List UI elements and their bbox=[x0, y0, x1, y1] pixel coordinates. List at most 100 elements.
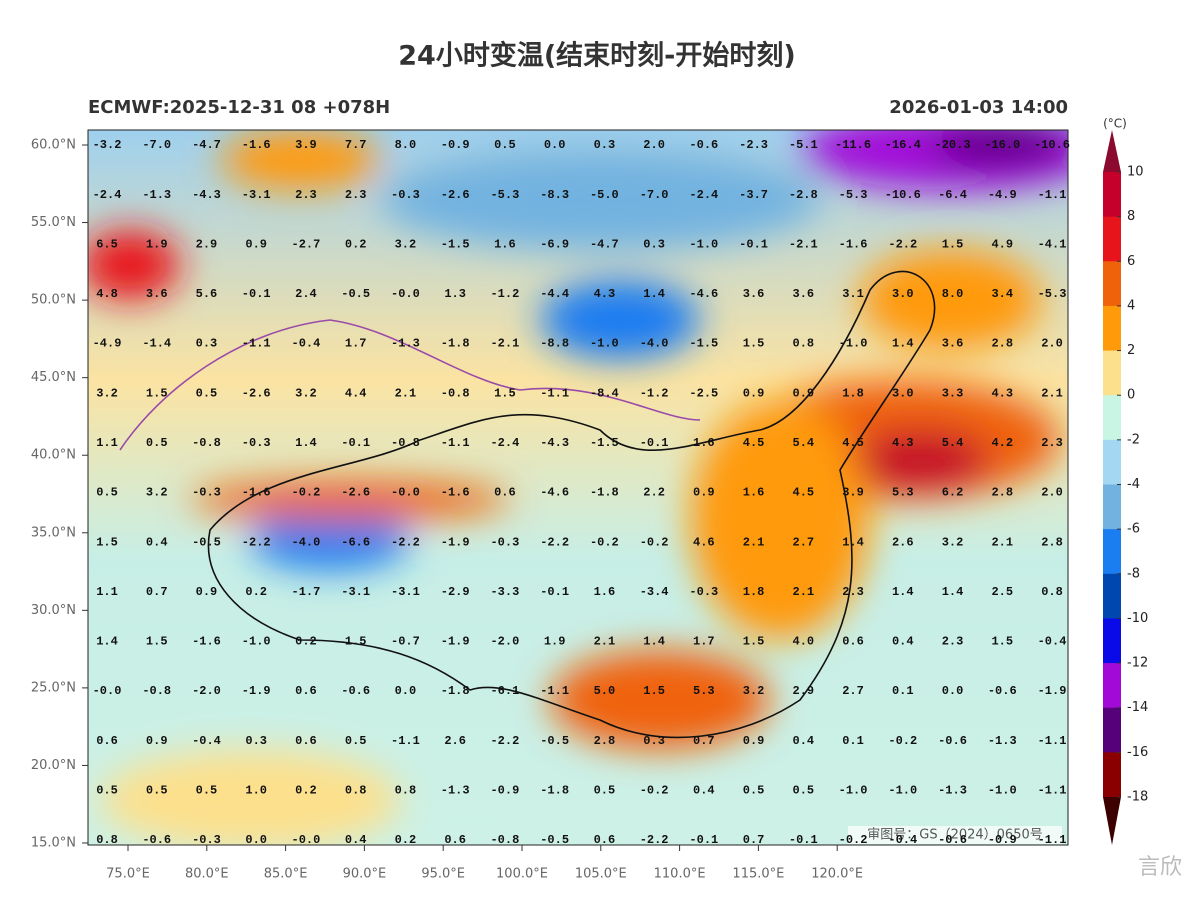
grid-value: -0.6 bbox=[938, 734, 967, 748]
colorbar-segment bbox=[1103, 663, 1121, 709]
grid-value: 1.9 bbox=[146, 237, 168, 251]
colorbar-segment bbox=[1103, 350, 1121, 396]
grid-value: 4.5 bbox=[793, 486, 815, 500]
grid-value: -1.3 bbox=[142, 188, 171, 202]
grid-value: 4.8 bbox=[96, 287, 118, 301]
grid-value: -1.5 bbox=[689, 337, 718, 351]
grid-value: 0.6 bbox=[444, 833, 466, 847]
grid-value: -1.1 bbox=[391, 734, 420, 748]
grid-value: 0.6 bbox=[594, 833, 616, 847]
grid-value: -8.4 bbox=[590, 386, 619, 400]
grid-value: -1.1 bbox=[540, 684, 569, 698]
grid-value: 2.3 bbox=[295, 188, 317, 202]
colorbar: 10 8 6 4 2 0 -2 -4 -6 -8 -10 -12 -14 -16 -18 bbox=[1103, 130, 1148, 845]
grid-value: -2.2 bbox=[391, 535, 420, 549]
grid-value: -1.6 bbox=[242, 138, 271, 152]
grid-value: 1.7 bbox=[693, 635, 715, 649]
grid-value: 0.6 bbox=[295, 684, 317, 698]
grid-value: 6.5 bbox=[96, 237, 118, 251]
grid-value: -1.6 bbox=[192, 635, 221, 649]
lon-label: 120.0°E bbox=[811, 867, 863, 882]
grid-value: 0.1 bbox=[842, 734, 864, 748]
grid-value: -0.6 bbox=[341, 684, 370, 698]
grid-value: -2.2 bbox=[490, 734, 519, 748]
grid-value: -0.1 bbox=[341, 436, 370, 450]
grid-value: -2.2 bbox=[540, 535, 569, 549]
grid-value: -0.8 bbox=[142, 684, 171, 698]
grid-value: 0.8 bbox=[96, 833, 118, 847]
grid-value: -1.9 bbox=[242, 684, 271, 698]
colorbar-label: 6 bbox=[1127, 254, 1135, 269]
grid-value: 0.4 bbox=[793, 734, 815, 748]
grid-value: -1.6 bbox=[839, 237, 868, 251]
grid-value: 5.4 bbox=[793, 436, 815, 450]
grid-value: -0.3 bbox=[192, 833, 221, 847]
grid-value: 1.4 bbox=[892, 585, 914, 599]
grid-value: -1.5 bbox=[441, 237, 470, 251]
grid-value: -3.7 bbox=[739, 188, 768, 202]
lon-label: 90.0°E bbox=[343, 867, 387, 882]
grid-value: 4.3 bbox=[991, 386, 1013, 400]
grid-value: 0.5 bbox=[196, 784, 218, 798]
colorbar-segment bbox=[1103, 573, 1121, 619]
lat-label: 40.0°N bbox=[31, 448, 76, 463]
lon-label: 105.0°E bbox=[575, 867, 627, 882]
lon-label: 95.0°E bbox=[421, 867, 465, 882]
grid-value: -2.4 bbox=[689, 188, 718, 202]
grid-value: -4.0 bbox=[292, 535, 321, 549]
grid-value: -1.8 bbox=[590, 486, 619, 500]
grid-value: 0.6 bbox=[96, 734, 118, 748]
grid-value: -0.8 bbox=[490, 833, 519, 847]
grid-value: -1.0 bbox=[839, 784, 868, 798]
grid-value: -0.0 bbox=[93, 684, 122, 698]
colorbar-label: -10 bbox=[1127, 611, 1148, 626]
grid-value: 1.6 bbox=[743, 486, 765, 500]
grid-value: -1.8 bbox=[540, 784, 569, 798]
grid-value: 1.5 bbox=[942, 237, 964, 251]
grid-value: 2.1 bbox=[991, 535, 1013, 549]
grid-value: 0.7 bbox=[743, 833, 765, 847]
colorbar-label: 10 bbox=[1127, 165, 1144, 180]
grid-value: 0.9 bbox=[693, 486, 715, 500]
colorbar-label: 2 bbox=[1127, 343, 1135, 358]
grid-value: 2.3 bbox=[1041, 436, 1063, 450]
grid-value: -11.6 bbox=[835, 138, 871, 152]
grid-value: -1.4 bbox=[142, 337, 171, 351]
grid-value: 0.4 bbox=[146, 535, 168, 549]
grid-value: 0.1 bbox=[892, 684, 914, 698]
review-box bbox=[848, 826, 1062, 844]
grid-value: -2.5 bbox=[689, 386, 718, 400]
grid-value: -4.9 bbox=[988, 188, 1017, 202]
grid-value: -2.6 bbox=[341, 486, 370, 500]
colorbar-segment bbox=[1103, 261, 1121, 307]
grid-value: 2.1 bbox=[743, 535, 765, 549]
grid-value: 1.9 bbox=[544, 635, 566, 649]
grid-value: -7.0 bbox=[640, 188, 669, 202]
grid-value: -6.6 bbox=[341, 535, 370, 549]
grid-value: -0.6 bbox=[938, 833, 967, 847]
title: 24小时变温(结束时刻-开始时刻) bbox=[398, 40, 795, 72]
grid-value: -1.1 bbox=[242, 337, 271, 351]
grid-value: 2.0 bbox=[643, 138, 665, 152]
grid-value: 3.2 bbox=[295, 386, 317, 400]
grid-value: 0.8 bbox=[793, 337, 815, 351]
grid-value: 3.0 bbox=[892, 287, 914, 301]
grid-value: -0.1 bbox=[640, 436, 669, 450]
grid-value: 2.1 bbox=[1041, 386, 1063, 400]
grid-value: -1.1 bbox=[1038, 188, 1067, 202]
grid-value: -2.2 bbox=[888, 237, 917, 251]
watermark: 言欣 bbox=[1138, 855, 1182, 880]
lat-label: 55.0°N bbox=[31, 215, 76, 230]
grid-value: 0.5 bbox=[345, 734, 367, 748]
grid-value: 0.3 bbox=[594, 138, 616, 152]
grid-value: 2.8 bbox=[1041, 535, 1063, 549]
grid-value: -1.7 bbox=[292, 585, 321, 599]
grid-value: -3.1 bbox=[391, 585, 420, 599]
grid-value: -0.0 bbox=[292, 833, 321, 847]
value-grid: -3.2 -7.0 -4.7 -1.6 3.9 7.7 8.0 -0.9 0.5 0.0 0.3 2.… bbox=[93, 138, 1070, 847]
grid-value: -6.4 bbox=[938, 188, 967, 202]
grid-value: 0.0 bbox=[395, 684, 417, 698]
grid-value: -3.1 bbox=[242, 188, 271, 202]
grid-value: -0.8 bbox=[192, 436, 221, 450]
grid-value: -1.3 bbox=[988, 734, 1017, 748]
